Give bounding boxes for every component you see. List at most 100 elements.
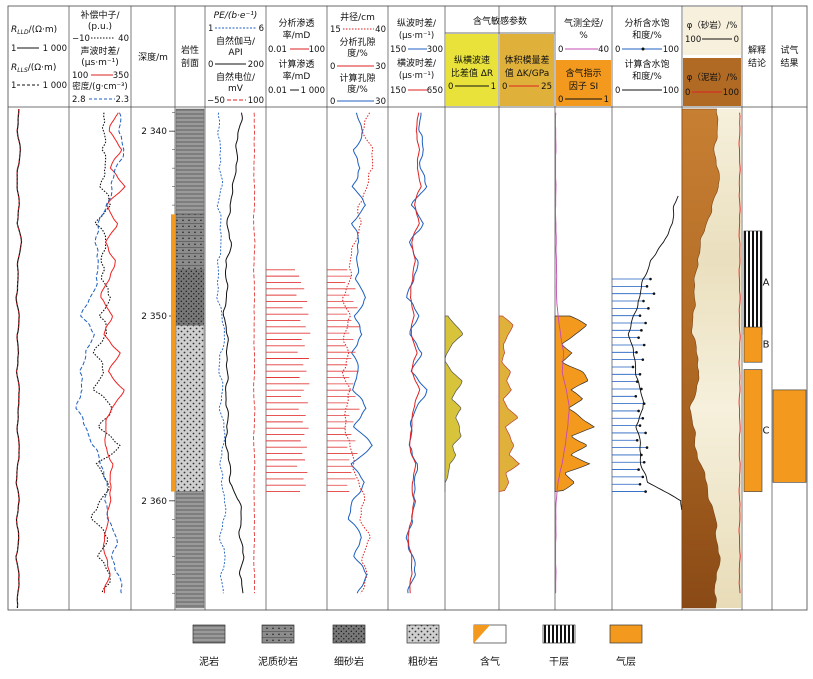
cnl-scale-min: −10 — [72, 34, 90, 44]
sp-header-unit: mV — [228, 84, 244, 94]
analysis-sw-point — [638, 424, 642, 427]
si-header-label: 因子 SI — [569, 81, 598, 92]
mudstone-header-swatch — [683, 58, 741, 106]
rlld-curve — [15, 109, 23, 609]
analysis-sw-point — [649, 277, 652, 281]
dts-scale-max: 650 — [427, 86, 443, 96]
gr-header-label: 自然伽马/ — [216, 35, 256, 47]
gr-header-unit: API — [228, 48, 242, 58]
ac-curve — [100, 112, 126, 594]
analysis-sw-point — [641, 416, 645, 420]
depth-tick-label: 2 340 — [141, 127, 167, 137]
dts-header-unit: (μs·m⁻¹) — [399, 71, 434, 81]
mudstone-spectrum-fill — [681, 108, 721, 609]
analysis-sw-point — [644, 490, 647, 493]
cnl-scale-max: 40 — [118, 34, 129, 44]
cnl-curve — [90, 112, 121, 594]
dts-curve — [407, 112, 422, 594]
calc-sw-header-label: 计算含水饱 — [624, 58, 669, 70]
calc-perm-header-label: 计算渗透 — [278, 58, 314, 70]
spectrum-red-line — [738, 112, 741, 594]
analysis-sw-point — [637, 409, 640, 413]
legend-label-fine-sandstone: 细砂岩 — [334, 655, 364, 668]
analysis-sw-point — [638, 314, 642, 317]
si-fill — [554, 315, 595, 493]
den-curve — [75, 112, 125, 594]
dtc-scale-min: 150 — [390, 45, 406, 55]
mudstone-scale-min: 0 — [685, 88, 690, 98]
delta-r-scale-max: 1 — [491, 82, 496, 92]
pe-scale-max: 6 — [259, 24, 264, 34]
tg-header-unit: % — [579, 31, 588, 41]
depth-tick-label: 2 360 — [141, 497, 167, 507]
analysis-sw-header-unit: 和度/% — [632, 29, 662, 41]
calc-por-scale-min: 0 — [330, 97, 335, 107]
calc-perm-scale-min: 0.01 — [268, 86, 287, 96]
analysis-sw-point — [637, 336, 640, 339]
sp-curve — [253, 112, 256, 594]
interpretation-zone-label: C — [763, 426, 770, 437]
lithology-header-label: 剖面 — [181, 57, 199, 69]
analysis-por-header-unit: 度/% — [347, 47, 368, 59]
analysis-sw-point — [640, 329, 643, 332]
lithology-interval — [175, 491, 205, 609]
ac-header-label: 声波时差/ — [80, 45, 120, 57]
dts-scale-min: 150 — [390, 86, 406, 96]
legend-swatch-muddy-sandstone — [261, 624, 295, 644]
analysis-sw-point — [645, 446, 649, 449]
sand-header-swatch — [683, 7, 741, 55]
calc-sw-header-unit: 和度/% — [632, 70, 662, 82]
legend-swatch-dry-layer — [542, 624, 576, 644]
si-scale-min: 0 — [558, 95, 563, 105]
tg-curve — [555, 112, 570, 594]
depth-tick-label: 2 350 — [141, 312, 167, 322]
caliper-curve — [341, 112, 374, 594]
analysis-sw-point — [638, 482, 642, 486]
si-header-label: 含气指示 — [565, 67, 601, 79]
mudstone-porosity-header-label: φ（泥岩）/% — [687, 72, 738, 83]
legend-label-coarse-sandstone: 粗砂岩 — [408, 655, 438, 668]
lithology-interval — [175, 108, 205, 215]
analysis-sw-scale-dot — [641, 47, 645, 51]
ac-header-unit: (μs·m⁻¹) — [81, 58, 118, 68]
delta-r-header-swatch — [446, 34, 498, 106]
legend-label-gas-layer: 气层 — [616, 655, 636, 668]
sand-porosity-header-label: φ（砂岩）/% — [687, 20, 738, 31]
sp-scale-min: −50 — [207, 96, 225, 106]
pe-curve — [216, 112, 227, 594]
lithology-gas-flag — [171, 214, 175, 492]
analysis-por-header-label: 分析孔隙 — [339, 36, 375, 48]
legend-label-mudstone: 泥岩 — [199, 655, 219, 668]
calc-perm-scale-max: 1 000 — [301, 86, 325, 96]
analysis-sw-point — [642, 343, 646, 347]
lithology-header-label: 岩性 — [181, 44, 199, 56]
tg-scale-min: 0 — [558, 45, 563, 55]
cnl-header-unit: (p.u.) — [88, 22, 112, 32]
legend-swatch-mudstone — [192, 624, 226, 644]
calc-por-scale-max: 30 — [375, 97, 386, 107]
delta-r-scale-min: 0 — [448, 82, 453, 92]
rlls-header-label: RLLS/(Ω·m) — [11, 63, 56, 74]
calc-porosity-curve — [347, 112, 373, 594]
legend-label-gas-bearing: 含气 — [480, 655, 500, 668]
lithology-interval — [175, 269, 205, 326]
interpretation-zone-label: A — [763, 278, 770, 289]
dtc-scale-max: 300 — [427, 45, 443, 55]
sand-scale-max: 0 — [734, 35, 739, 45]
delta-k-header-label: 体积模量差 — [504, 54, 549, 66]
calc-sw-scale-max: 100 — [663, 86, 679, 96]
analysis-sw-point — [638, 373, 642, 376]
gr-scale-min: 0 — [208, 60, 213, 70]
analysis-sw-point — [641, 475, 645, 479]
analysis-perm-header-label: 分析渗透 — [278, 17, 314, 29]
depth-header-label: 深度/m — [138, 51, 168, 63]
chart-frame — [7, 5, 808, 611]
delta-k-header-label: 值 ΔK/GPa — [505, 67, 549, 79]
mudstone-scale-max: 100 — [723, 88, 739, 98]
dts-header-label: 横波时差/ — [397, 57, 437, 69]
lithology-interval — [175, 325, 205, 492]
analysis-sw-point — [631, 365, 635, 369]
legend-label-dry-layer: 干层 — [549, 656, 569, 668]
delta-k-scale-max: 25 — [541, 82, 552, 92]
